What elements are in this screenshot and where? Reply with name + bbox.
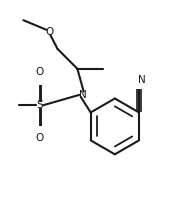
Text: O: O [35, 133, 44, 143]
Text: N: N [79, 90, 87, 100]
Text: O: O [35, 67, 44, 77]
Text: O: O [45, 27, 54, 37]
Text: N: N [138, 75, 146, 84]
Text: S: S [36, 100, 43, 110]
